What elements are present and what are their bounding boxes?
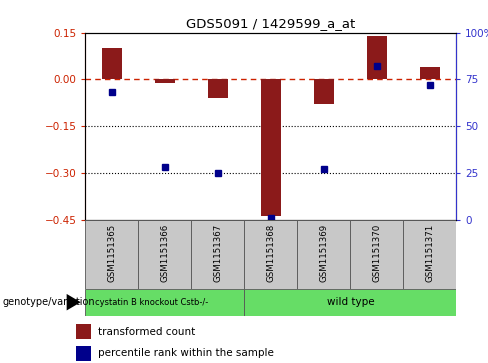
Text: GSM1151368: GSM1151368 (266, 224, 275, 282)
Bar (139, 220, 191, 289)
Text: GSM1151365: GSM1151365 (107, 224, 117, 282)
Bar (102, 48, 122, 79)
Text: GSM1151366: GSM1151366 (161, 224, 169, 282)
Polygon shape (67, 294, 81, 310)
Bar (191, 220, 244, 289)
Bar (261, 79, 281, 216)
Bar (297, 220, 350, 289)
Text: transformed count: transformed count (99, 327, 196, 337)
Text: wild type: wild type (326, 297, 374, 307)
Bar (85, 289, 244, 316)
Text: percentile rank within the sample: percentile rank within the sample (99, 348, 274, 358)
Bar (244, 289, 456, 316)
Text: GSM1151371: GSM1151371 (425, 224, 434, 282)
Title: GDS5091 / 1429599_a_at: GDS5091 / 1429599_a_at (186, 17, 355, 30)
Text: GSM1151369: GSM1151369 (319, 224, 328, 282)
Bar (208, 79, 228, 98)
Text: genotype/variation: genotype/variation (2, 297, 95, 307)
Bar (314, 79, 334, 104)
Bar (244, 220, 297, 289)
Bar (350, 220, 403, 289)
Bar (403, 220, 456, 289)
Bar (155, 79, 175, 82)
Bar (76, 324, 91, 339)
Text: cystatin B knockout Cstb-/-: cystatin B knockout Cstb-/- (95, 298, 208, 307)
Bar (76, 346, 91, 361)
Bar (85, 220, 139, 289)
Bar (420, 67, 440, 79)
Text: GSM1151370: GSM1151370 (372, 224, 381, 282)
Bar (367, 36, 387, 79)
Text: GSM1151367: GSM1151367 (213, 224, 223, 282)
